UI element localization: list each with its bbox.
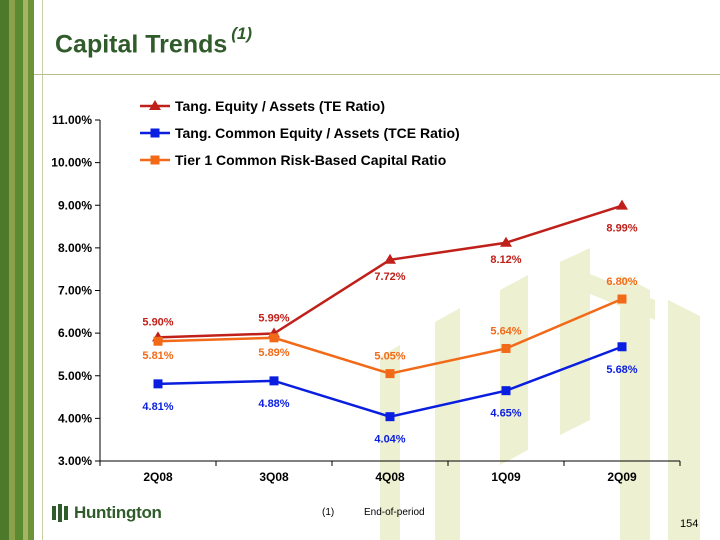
y-tick-label: 10.00% <box>51 156 92 170</box>
legend-label: Tang. Common Equity / Assets (TCE Ratio) <box>175 125 460 141</box>
slide-title: Capital Trends (1) <box>55 24 252 59</box>
legend-marker <box>150 128 160 138</box>
series-2: 5.81% 5.89% 5.05% 5.64% 6.80% <box>142 276 638 379</box>
huntington-logo-icon <box>52 504 68 522</box>
footnote-number: (1) <box>322 507 335 518</box>
decorative-stripes <box>0 0 34 540</box>
data-label: 4.04% <box>374 434 405 446</box>
series-1: 4.81% 4.88% 4.04% 4.65% 5.68% <box>142 342 638 446</box>
data-point <box>269 376 279 386</box>
y-tick-label: 3.00% <box>58 454 92 468</box>
data-point <box>616 199 628 210</box>
legend-item-2: Tier 1 Common Risk-Based Capital Ratio <box>140 152 446 168</box>
page-number: 154 <box>680 518 699 530</box>
x-tick-label: 2Q08 <box>143 470 173 484</box>
watermark-shape-3 <box>560 248 590 435</box>
margin-rule <box>42 0 43 540</box>
huntington-logo: Huntington <box>52 503 162 523</box>
legend-label: Tang. Equity / Assets (TE Ratio) <box>175 98 385 114</box>
y-tick-label: 8.00% <box>58 241 92 255</box>
series-0: 5.90% 5.99% 7.72% 8.12% 8.99% <box>142 199 638 342</box>
data-point <box>384 253 396 264</box>
data-label: 6.80% <box>606 276 637 288</box>
x-tick-label: 1Q09 <box>491 470 521 484</box>
y-tick-label: 4.00% <box>58 411 92 425</box>
x-tick-label: 3Q08 <box>259 470 289 484</box>
data-label: 5.68% <box>606 364 637 376</box>
legend-marker <box>149 100 161 110</box>
watermark-shape-5 <box>620 275 650 540</box>
data-label: 4.88% <box>258 398 289 410</box>
data-point <box>501 386 511 396</box>
watermark-shape-0 <box>380 345 400 540</box>
watermark-shape-2 <box>500 275 528 465</box>
logo-text: Huntington <box>74 503 162 522</box>
chart-series: 5.90% 5.99% 7.72% 8.12% 8.99% 4.81% 4.88% 4.04%… <box>142 199 638 446</box>
chart-axes: 3.00% 4.00% 5.00% 6.00% 7.00% 8.00% 9.00% 10.00… <box>51 113 681 484</box>
data-point <box>617 294 627 304</box>
data-point <box>269 333 279 343</box>
data-point <box>385 412 395 422</box>
title-underline <box>34 74 720 75</box>
watermark-shape-1 <box>435 308 460 540</box>
y-tick-label: 6.00% <box>58 326 92 340</box>
legend-label: Tier 1 Common Risk-Based Capital Ratio <box>175 152 446 168</box>
data-label: 5.89% <box>258 347 289 359</box>
legend-item-0: Tang. Equity / Assets (TE Ratio) <box>140 98 385 114</box>
slide-title-text: Capital Trends <box>55 30 228 59</box>
data-point <box>153 336 163 346</box>
data-point <box>501 343 511 353</box>
footnote-text: End-of-period <box>364 507 425 518</box>
data-label: 5.99% <box>258 313 289 325</box>
data-label: 5.90% <box>142 316 173 328</box>
data-label: 5.64% <box>490 325 521 337</box>
data-point <box>500 236 512 247</box>
data-point <box>617 342 627 352</box>
data-label: 5.05% <box>374 351 405 363</box>
x-tick-label: 4Q08 <box>375 470 405 484</box>
data-label: 4.65% <box>490 408 521 420</box>
title-footnote-marker: (1) <box>231 24 253 43</box>
footnote: (1) End-of-period <box>322 507 425 518</box>
y-tick-label: 11.00% <box>52 113 92 127</box>
data-label: 4.81% <box>142 401 173 413</box>
y-tick-label: 9.00% <box>58 198 92 212</box>
legend-item-1: Tang. Common Equity / Assets (TCE Ratio) <box>140 125 460 141</box>
data-point <box>153 379 163 389</box>
data-label: 8.12% <box>490 254 521 266</box>
y-tick-label: 7.00% <box>58 284 92 298</box>
y-tick-label: 5.00% <box>58 369 92 383</box>
chart-legend: Tang. Equity / Assets (TE Ratio) Tang. Co… <box>140 98 460 168</box>
data-label: 7.72% <box>374 271 405 283</box>
logo-watermark <box>380 248 700 540</box>
legend-marker <box>150 155 160 165</box>
data-point <box>385 369 395 379</box>
watermark-shape-6 <box>668 300 700 540</box>
data-label: 5.81% <box>142 350 173 362</box>
data-label: 8.99% <box>606 223 637 235</box>
x-tick-label: 2Q09 <box>607 470 637 484</box>
